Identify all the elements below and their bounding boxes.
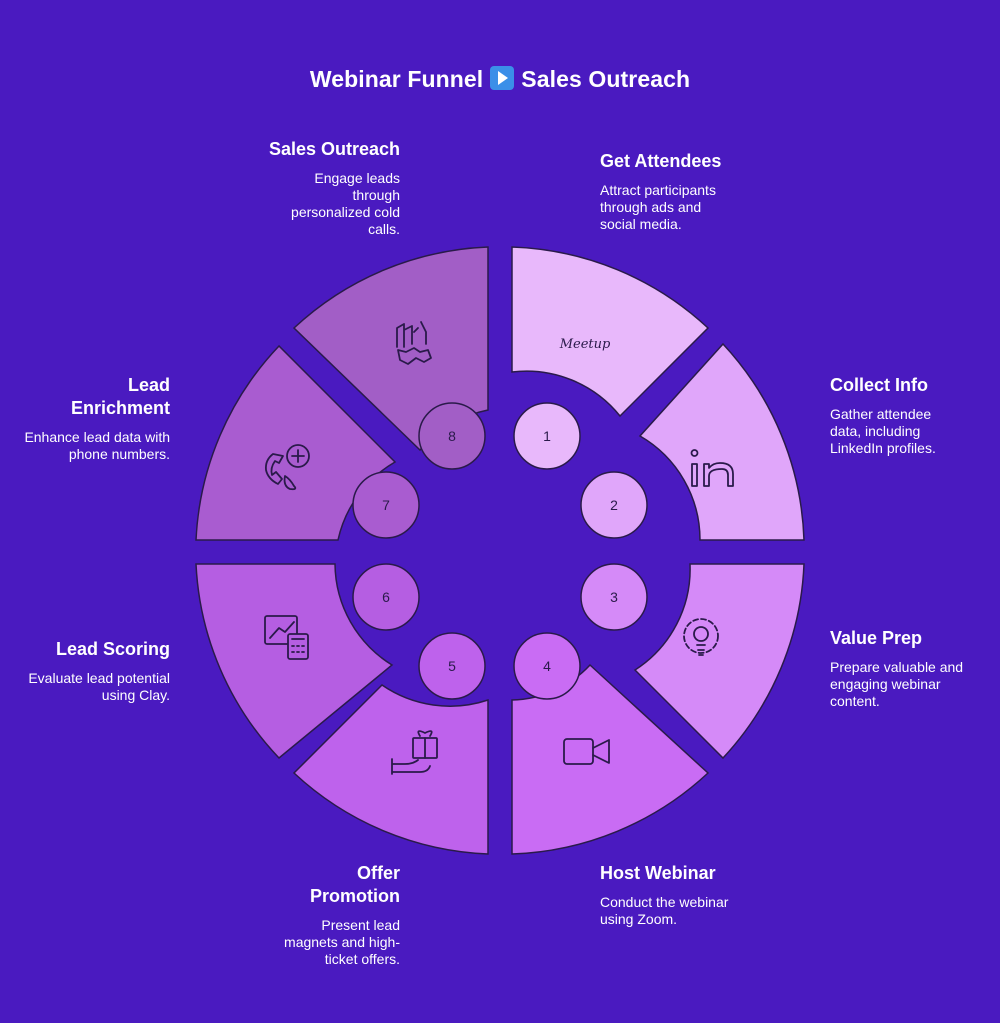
step-5-description: Present lead magnets and high-ticket off… bbox=[284, 917, 400, 967]
gift-hand-icon bbox=[391, 730, 438, 775]
step-6-label: Lead Scoring Evaluate lead potential usi… bbox=[20, 638, 170, 704]
title-left: Webinar Funnel bbox=[309, 66, 484, 92]
step-2-number: 2 bbox=[610, 497, 618, 513]
diagram-title: Webinar Funnel Sales Outreach bbox=[0, 66, 1000, 93]
step-3-label: Value Prep Prepare valuable and engaging… bbox=[830, 627, 980, 710]
step-4-label: Host Webinar Conduct the webinar using Z… bbox=[600, 862, 800, 928]
step-6-title: Lead Scoring bbox=[55, 639, 170, 659]
step-2-description: Gather attendee data, including LinkedIn… bbox=[830, 406, 936, 456]
segment-7: 7 bbox=[195, 344, 420, 541]
segment-1: Meetup 1 bbox=[511, 246, 710, 470]
step-7-description: Enhance lead data with phone numbers. bbox=[24, 429, 170, 462]
video-camera-icon bbox=[563, 738, 610, 765]
step-4-circle bbox=[513, 632, 581, 700]
segment-6: 6 bbox=[195, 563, 420, 760]
building-handshake-icon bbox=[396, 321, 432, 365]
step-6-number: 6 bbox=[382, 589, 390, 605]
step-7-label: Lead Enrichment Enhance lead data with p… bbox=[20, 374, 170, 463]
step-3-description: Prepare valuable and engaging webinar co… bbox=[830, 659, 964, 709]
step-4-title: Host Webinar bbox=[600, 863, 716, 883]
step-6-description: Evaluate lead potential using Clay. bbox=[28, 670, 170, 703]
step-4-description: Conduct the webinar using Zoom. bbox=[600, 894, 729, 927]
step-8-title: Sales Outreach bbox=[268, 139, 400, 159]
step-5-label: Offer Promotion Present lead magnets and… bbox=[240, 862, 400, 968]
step-7-circle bbox=[352, 471, 420, 539]
title-right: Sales Outreach bbox=[521, 66, 691, 92]
step-2-label: Collect Info Gather attendee data, inclu… bbox=[830, 374, 980, 457]
segment-8: 8 bbox=[292, 246, 489, 470]
phone-add-icon bbox=[264, 444, 310, 491]
step-8-circle bbox=[418, 402, 486, 470]
step-3-circle bbox=[580, 563, 648, 631]
segment-3: 3 bbox=[580, 563, 805, 760]
step-1-description: Attract participants through ads and soc… bbox=[600, 182, 716, 232]
meetup-logo-icon: Meetup bbox=[559, 337, 611, 352]
gear-lightbulb-icon bbox=[683, 618, 719, 656]
step-6-circle bbox=[352, 563, 420, 631]
segment-4: 4 bbox=[511, 632, 710, 855]
step-1-title: Get Attendees bbox=[600, 151, 722, 171]
step-1-circle bbox=[513, 402, 581, 470]
step-8-description: Engage leads through personalized cold c… bbox=[291, 170, 400, 237]
step-2-circle bbox=[580, 471, 648, 539]
step-7-number: 7 bbox=[382, 497, 390, 513]
step-8-number: 8 bbox=[448, 428, 456, 444]
step-7-title: Lead Enrichment bbox=[70, 375, 170, 418]
segment-2: 2 bbox=[580, 342, 805, 541]
linkedin-icon bbox=[690, 449, 734, 487]
step-1-number: 1 bbox=[543, 428, 551, 444]
step-5-number: 5 bbox=[448, 658, 456, 674]
step-8-label: Sales Outreach Engage leads through pers… bbox=[240, 138, 400, 238]
step-3-title: Value Prep bbox=[830, 628, 923, 648]
step-5-circle bbox=[418, 632, 486, 700]
step-2-title: Collect Info bbox=[830, 375, 928, 395]
play-button-icon bbox=[490, 66, 515, 90]
step-1-label: Get Attendees Attract participants throu… bbox=[600, 150, 800, 233]
step-5-title: Offer Promotion bbox=[310, 863, 400, 906]
step-4-number: 4 bbox=[543, 658, 551, 674]
segment-5: 5 bbox=[292, 632, 489, 855]
step-3-number: 3 bbox=[610, 589, 618, 605]
chart-calculator-icon bbox=[264, 615, 309, 660]
